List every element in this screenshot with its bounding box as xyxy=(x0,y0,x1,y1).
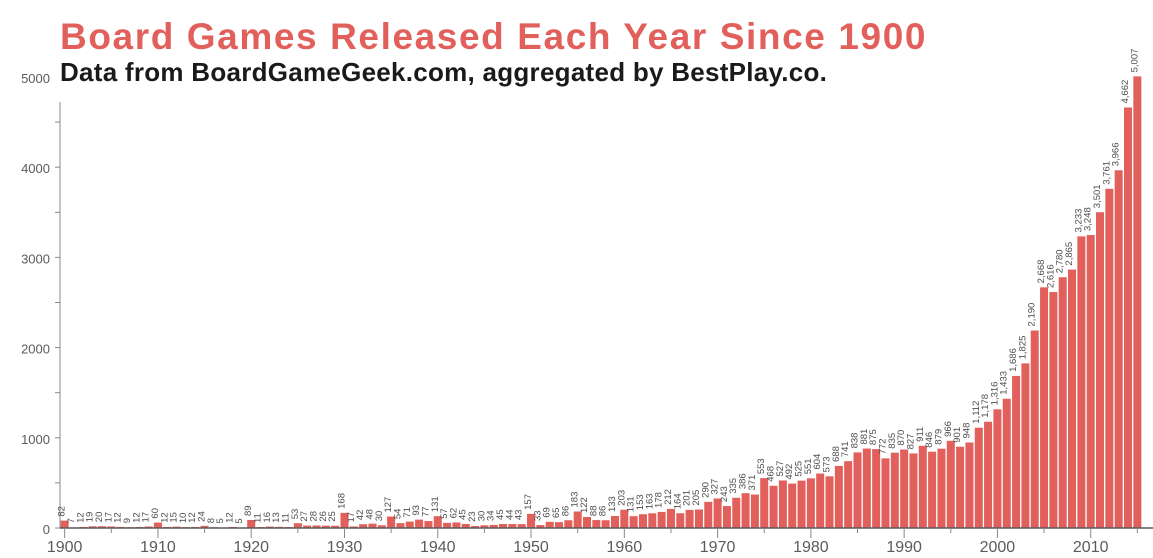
svg-text:5,007: 5,007 xyxy=(1129,49,1140,73)
svg-text:1980: 1980 xyxy=(793,539,829,556)
svg-text:157: 157 xyxy=(523,494,534,510)
svg-text:2,190: 2,190 xyxy=(1027,303,1038,327)
svg-text:25: 25 xyxy=(327,511,338,522)
svg-text:1000: 1000 xyxy=(21,432,50,447)
svg-text:0: 0 xyxy=(43,522,50,537)
svg-text:168: 168 xyxy=(336,493,347,509)
svg-text:371: 371 xyxy=(747,475,758,491)
svg-text:3000: 3000 xyxy=(21,251,50,266)
svg-text:1930: 1930 xyxy=(327,539,363,556)
svg-text:5000: 5000 xyxy=(21,71,50,86)
svg-text:2010: 2010 xyxy=(1073,539,1109,556)
svg-text:1970: 1970 xyxy=(700,539,736,556)
svg-text:4,662: 4,662 xyxy=(1120,80,1131,104)
svg-text:1900: 1900 xyxy=(47,539,83,556)
svg-text:5: 5 xyxy=(234,518,245,523)
svg-text:1940: 1940 xyxy=(420,539,456,556)
svg-text:3,966: 3,966 xyxy=(1111,142,1122,166)
svg-text:1,433: 1,433 xyxy=(999,371,1010,395)
svg-text:1950: 1950 xyxy=(513,539,549,556)
svg-text:1920: 1920 xyxy=(233,539,269,556)
svg-text:4000: 4000 xyxy=(21,161,50,176)
svg-text:2000: 2000 xyxy=(980,539,1016,556)
svg-text:1910: 1910 xyxy=(140,539,176,556)
svg-text:2000: 2000 xyxy=(21,342,50,357)
svg-text:2,865: 2,865 xyxy=(1064,242,1075,266)
svg-text:43: 43 xyxy=(514,510,525,521)
svg-text:3,501: 3,501 xyxy=(1092,184,1103,208)
svg-text:948: 948 xyxy=(961,423,972,439)
svg-text:1960: 1960 xyxy=(607,539,643,556)
svg-text:1990: 1990 xyxy=(886,539,922,556)
svg-text:3,248: 3,248 xyxy=(1083,207,1094,231)
svg-text:1,825: 1,825 xyxy=(1017,336,1028,360)
svg-text:82: 82 xyxy=(57,506,68,517)
